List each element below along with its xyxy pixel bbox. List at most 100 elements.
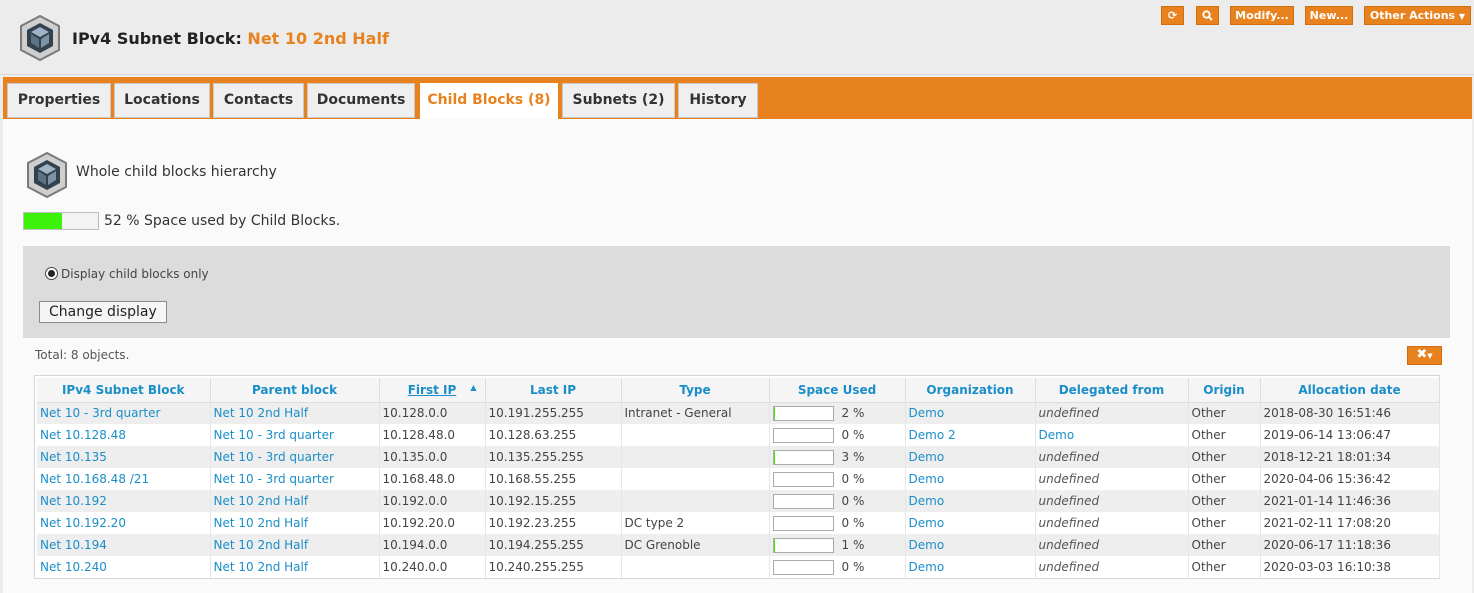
cell-first-ip: 10.240.0.0 — [379, 556, 486, 578]
table-row[interactable]: Net 10.192 Net 10 2nd Half 10.192.0.0 10.19… — [37, 490, 1440, 512]
cell-last-ip: 10.128.63.255 — [485, 424, 622, 446]
table-row[interactable]: Net 10.168.48 /21 Net 10 - 3rd quarter 10.… — [37, 468, 1440, 490]
cell-first-ip: 10.192.0.0 — [379, 490, 486, 512]
cell-space-used: 0 % — [769, 424, 906, 446]
refresh-button[interactable]: ⟳ — [1161, 6, 1184, 25]
cell-organization[interactable]: Demo — [905, 402, 1036, 424]
table-row[interactable]: Net 10.194 Net 10 2nd Half 10.194.0.0 10.19… — [37, 534, 1440, 556]
cell-delegated-from: undefined — [1035, 556, 1189, 578]
other-actions-button[interactable]: Other Actions ▼ — [1364, 6, 1471, 25]
col-header-allocation-date[interactable]: Allocation date — [1260, 378, 1440, 403]
col-header-space-used[interactable]: Space Used — [769, 378, 906, 403]
cell-space-used: 0 % — [769, 556, 906, 578]
cell-block[interactable]: Net 10.128.48 — [37, 424, 211, 446]
tab-documents[interactable]: Documents — [307, 83, 415, 118]
new-button[interactable]: New... — [1305, 6, 1353, 25]
space-used-text: 0 % — [841, 493, 865, 508]
col-header-origin[interactable]: Origin — [1188, 378, 1261, 403]
cell-allocation-date: 2020-06-17 11:18:36 — [1260, 534, 1440, 556]
cell-organization[interactable]: Demo — [905, 512, 1036, 534]
cell-space-used: 3 % — [769, 446, 906, 468]
cell-parent[interactable]: Net 10 - 3rd quarter — [210, 424, 380, 446]
child-blocks-only-label: Display child blocks only — [61, 267, 209, 281]
table-row[interactable]: Net 10 - 3rd quarter Net 10 2nd Half 10.12… — [37, 402, 1440, 424]
total-count: Total: 8 objects. — [35, 348, 130, 362]
col-header-parent[interactable]: Parent block — [210, 378, 380, 403]
table-row[interactable]: Net 10.192.20 Net 10 2nd Half 10.192.20.0 1… — [37, 512, 1440, 534]
header-divider — [0, 74, 1474, 75]
tab-child-blocks[interactable]: Child Blocks (8) — [420, 83, 558, 119]
cell-parent[interactable]: Net 10 - 3rd quarter — [210, 468, 380, 490]
tab-bar: Properties Locations Contacts Documents … — [3, 77, 1472, 119]
page-title: IPv4 Subnet Block: Net 10 2nd Half — [72, 29, 389, 48]
modify-button[interactable]: Modify... — [1230, 6, 1294, 25]
cell-parent[interactable]: Net 10 2nd Half — [210, 534, 380, 556]
tab-history[interactable]: History — [678, 83, 758, 118]
cell-organization[interactable]: Demo 2 — [905, 424, 1036, 446]
cell-organization[interactable]: Demo — [905, 468, 1036, 490]
space-used-fill — [773, 450, 776, 464]
space-used-fill — [773, 406, 775, 420]
table-tools-button[interactable]: ✖▼ — [1407, 346, 1442, 365]
cell-delegated-from[interactable]: Demo — [1035, 424, 1189, 446]
space-used-bar — [772, 471, 834, 487]
cell-block[interactable]: Net 10.194 — [37, 534, 211, 556]
cell-origin: Other — [1188, 556, 1261, 578]
cell-parent[interactable]: Net 10 2nd Half — [210, 556, 380, 578]
cell-origin: Other — [1188, 512, 1261, 534]
section-title: Whole child blocks hierarchy — [76, 164, 277, 180]
cell-origin: Other — [1188, 468, 1261, 490]
cell-parent[interactable]: Net 10 2nd Half — [210, 490, 380, 512]
cell-last-ip: 10.135.255.255 — [485, 446, 622, 468]
cell-allocation-date: 2020-03-03 16:10:38 — [1260, 556, 1440, 578]
cell-first-ip: 10.135.0.0 — [379, 446, 486, 468]
col-header-first-ip-label: First IP — [407, 382, 457, 397]
page-title-name: Net 10 2nd Half — [247, 29, 389, 48]
cell-block[interactable]: Net 10.240 — [37, 556, 211, 578]
cell-parent[interactable]: Net 10 - 3rd quarter — [210, 446, 380, 468]
cell-organization[interactable]: Demo — [905, 490, 1036, 512]
space-used-text: 0 % — [841, 471, 865, 486]
caret-down-icon: ▼ — [1427, 352, 1433, 360]
table-row[interactable]: Net 10.135 Net 10 - 3rd quarter 10.135.0.0… — [37, 446, 1440, 468]
col-header-delegated-from[interactable]: Delegated from — [1035, 378, 1189, 403]
search-icon — [1202, 10, 1213, 21]
cell-organization[interactable]: Demo — [905, 556, 1036, 578]
page-header: IPv4 Subnet Block: Net 10 2nd Half ⟳ Mod… — [0, 0, 1474, 76]
col-header-type[interactable]: Type — [621, 378, 770, 403]
tab-contacts[interactable]: Contacts — [213, 83, 304, 118]
cell-organization[interactable]: Demo — [905, 446, 1036, 468]
cell-parent[interactable]: Net 10 2nd Half — [210, 402, 380, 424]
cell-first-ip: 10.168.48.0 — [379, 468, 486, 490]
change-display-button[interactable]: Change display — [39, 301, 167, 323]
tab-locations[interactable]: Locations — [114, 83, 210, 118]
space-used-bar — [772, 449, 834, 465]
cell-block[interactable]: Net 10.135 — [37, 446, 211, 468]
cell-block[interactable]: Net 10.192.20 — [37, 512, 211, 534]
tab-subnets[interactable]: Subnets (2) — [562, 83, 675, 118]
cell-delegated-from: undefined — [1035, 446, 1189, 468]
space-used-text: 2 % — [841, 405, 865, 420]
col-header-last-ip[interactable]: Last IP — [485, 378, 622, 403]
child-blocks-only-radio[interactable] — [45, 267, 58, 280]
cell-block[interactable]: Net 10 - 3rd quarter — [37, 402, 211, 424]
space-used-text: 0 % — [841, 559, 865, 574]
search-button[interactable] — [1196, 6, 1219, 25]
tab-properties[interactable]: Properties — [7, 83, 111, 118]
col-header-block[interactable]: IPv4 Subnet Block — [37, 378, 211, 403]
space-used-bar — [772, 427, 834, 443]
table-row[interactable]: Net 10.240 Net 10 2nd Half 10.240.0.0 10.24… — [37, 556, 1440, 578]
cell-block[interactable]: Net 10.168.48 /21 — [37, 468, 211, 490]
cell-parent[interactable]: Net 10 2nd Half — [210, 512, 380, 534]
col-header-organization[interactable]: Organization — [905, 378, 1036, 403]
table-row[interactable]: Net 10.128.48 Net 10 - 3rd quarter 10.128.… — [37, 424, 1440, 446]
col-header-first-ip[interactable]: First IP ▲ — [379, 378, 486, 403]
cell-type — [621, 446, 770, 468]
cell-block[interactable]: Net 10.192 — [37, 490, 211, 512]
cell-space-used: 0 % — [769, 512, 906, 534]
space-used-bar — [772, 515, 834, 531]
space-used-text: 0 % — [841, 427, 865, 442]
cell-first-ip: 10.194.0.0 — [379, 534, 486, 556]
cell-organization[interactable]: Demo — [905, 534, 1036, 556]
child-blocks-table: IPv4 Subnet Block Parent block First IP ▲… — [34, 375, 1440, 579]
